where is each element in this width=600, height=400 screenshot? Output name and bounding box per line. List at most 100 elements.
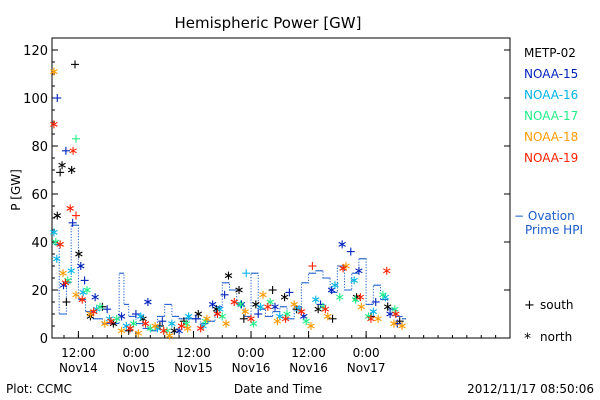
x-tick-time-label: 12:00: [291, 346, 326, 360]
data-point: [107, 317, 115, 326]
x-tick-date-label: Nov15: [174, 361, 213, 375]
data-point: [230, 298, 238, 306]
data-point: [83, 286, 91, 294]
data-point: [117, 326, 126, 335]
ovation-legend-line1: − Ovation: [514, 209, 575, 223]
y-tick-label: 60: [31, 188, 48, 203]
data-point: [346, 247, 355, 256]
data-point: [391, 305, 399, 314]
data-point: [398, 322, 406, 330]
data-point: [136, 312, 145, 321]
x-axis: 12:00Nov140:00Nov1512:00Nov150:00Nov1612…: [59, 331, 497, 375]
x-tick-time-label: 0:00: [353, 346, 380, 360]
data-point: [96, 302, 104, 311]
data-point: [236, 300, 245, 309]
x-tick-date-label: Nov16: [289, 361, 328, 375]
data-point: [241, 307, 250, 316]
data-point: [56, 168, 65, 177]
data-point: [281, 314, 290, 323]
data-point: [75, 250, 83, 258]
data-point: [203, 314, 211, 323]
north-symbol: *: [524, 331, 531, 347]
data-point: [165, 331, 174, 340]
y-tick-label: 20: [31, 284, 48, 299]
data-point: [220, 290, 229, 299]
data-point: [392, 310, 400, 318]
data-point: [50, 67, 58, 76]
data-point: [254, 310, 263, 318]
data-point: [71, 211, 80, 220]
data-point: [58, 161, 66, 170]
data-point: [78, 295, 86, 304]
data-point: [321, 305, 330, 314]
data-point: [338, 240, 346, 249]
data-point: [218, 312, 226, 321]
x-tick-date-label: Nov16: [232, 361, 271, 375]
data-point: [213, 310, 222, 318]
data-point: [56, 240, 64, 249]
data-point: [50, 120, 58, 129]
data-point: [103, 305, 112, 314]
ovation-series: [54, 224, 407, 332]
y-tick-label: 80: [31, 140, 48, 155]
data-point: [312, 295, 320, 304]
data-point: [256, 302, 265, 311]
legend-entry: NOAA-19: [524, 151, 578, 165]
data-point: [61, 146, 70, 155]
data-point: [196, 324, 205, 333]
data-point: [383, 266, 391, 275]
data-point: [390, 319, 398, 328]
south-symbol: +: [524, 298, 535, 313]
data-point: [239, 314, 248, 323]
data-point: [386, 310, 394, 318]
data-point: [71, 60, 80, 69]
data-point: [53, 254, 61, 263]
data-point: [224, 271, 233, 280]
data-point: [77, 262, 85, 270]
data-point: [80, 276, 89, 285]
legend-entry: METP-02: [524, 46, 576, 60]
x-tick-date-label: Nov15: [117, 361, 156, 375]
data-point: [72, 290, 80, 299]
satellite-markers: [50, 60, 406, 340]
y-axis: 0 20 40 60 80 100 120: [23, 44, 510, 347]
chart-title: Hemispheric Power [GW]: [175, 14, 362, 32]
y-tick-label: 100: [23, 92, 48, 107]
data-point: [151, 322, 159, 330]
data-point: [212, 305, 221, 314]
data-point: [89, 307, 98, 316]
data-point: [126, 324, 134, 333]
data-point: [62, 298, 71, 306]
ovation-line: [54, 224, 407, 332]
data-point: [177, 322, 186, 330]
data-point: [374, 314, 382, 323]
data-point: [302, 317, 310, 326]
data-point: [339, 264, 347, 273]
plot-frame: [51, 37, 511, 339]
data-point: [280, 293, 289, 302]
data-point: [259, 290, 267, 299]
legend-entry: NOAA-15: [524, 67, 578, 81]
data-point: [383, 302, 392, 311]
y-axis-label: P [GW]: [9, 169, 23, 211]
x-tick-time-label: 0:00: [238, 346, 265, 360]
data-point: [191, 314, 200, 323]
north-label: north: [540, 330, 572, 344]
x-tick-time-label: 12:00: [61, 346, 96, 360]
data-point: [131, 310, 140, 318]
y-tick-label: 120: [23, 44, 48, 59]
data-point: [307, 322, 315, 330]
footer-left: Plot: CCMC: [6, 382, 72, 396]
data-point: [158, 317, 167, 326]
data-point: [242, 269, 251, 278]
data-point: [369, 307, 378, 316]
data-point: [160, 326, 168, 335]
data-point: [271, 302, 279, 311]
data-point: [222, 319, 230, 328]
data-point: [357, 302, 366, 311]
data-point: [308, 262, 317, 270]
legend: METP-02 NOAA-15 NOAA-16 NOAA-17 NOAA-18 NOAA-…: [524, 46, 578, 165]
x-tick-date-label: Nov14: [59, 361, 98, 375]
data-point: [101, 319, 109, 328]
